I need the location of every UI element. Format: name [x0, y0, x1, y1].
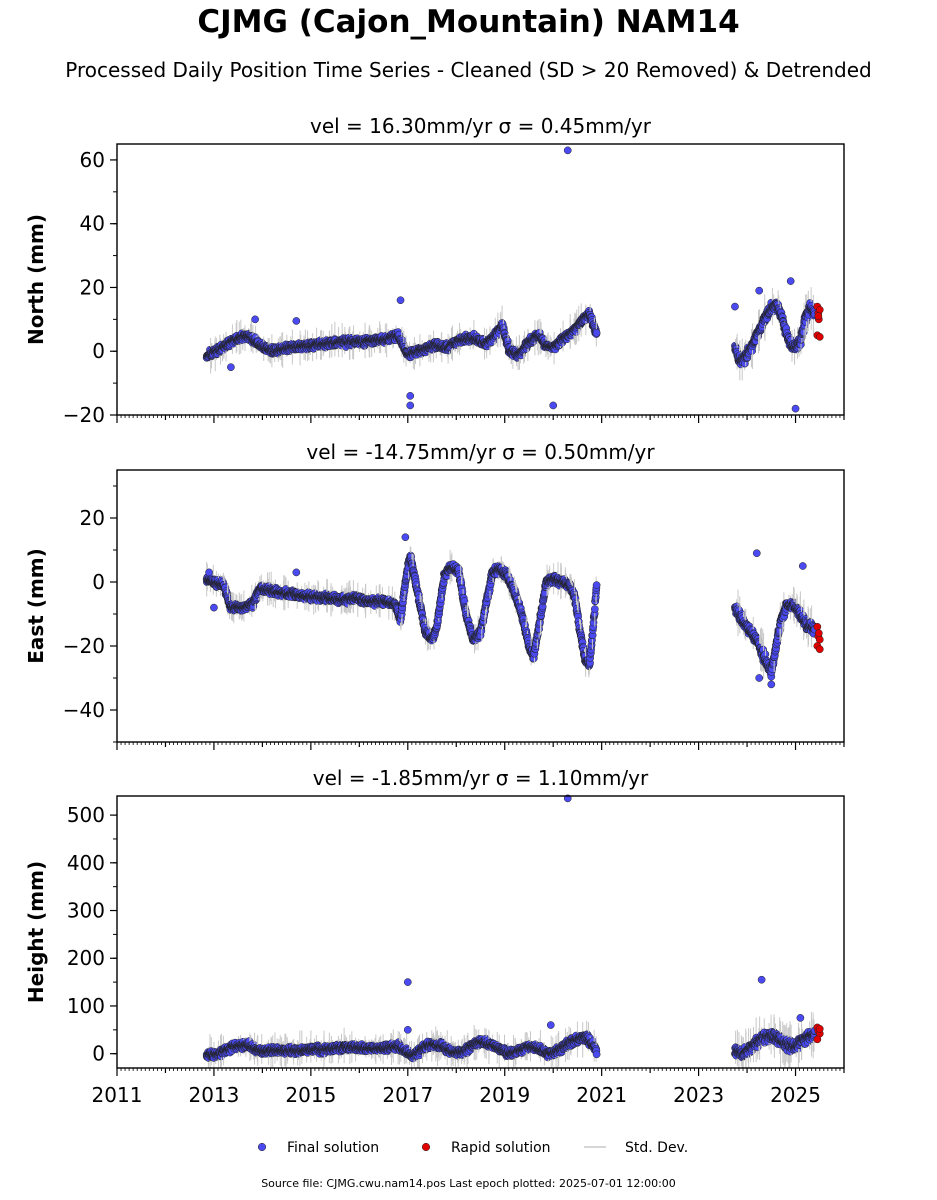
final-solution-point [549, 401, 558, 410]
y-tick-label-1-1: −20 [63, 634, 105, 658]
plot-area-1 [202, 533, 824, 689]
final-solution-point [227, 363, 235, 372]
plot-area-0 [202, 146, 824, 413]
y-tick-label-0-1: 0 [92, 339, 105, 363]
final-solution-point [731, 302, 739, 311]
final-solution-point [592, 581, 601, 589]
y-tick-label-0-3: 40 [80, 212, 105, 236]
final-solution-point [791, 404, 800, 413]
y-axis-label-0: North (mm) [24, 214, 48, 345]
y-tick-label-1-2: 0 [92, 570, 105, 594]
final-solution-point [406, 401, 415, 410]
y-tick-label-0-2: 20 [80, 275, 105, 299]
y-tick-label-0-4: 60 [80, 148, 105, 172]
final-solution-point [590, 605, 599, 613]
y-tick-label-1-0: −40 [63, 698, 105, 722]
final-solution-point [292, 317, 301, 325]
rapid-solution-point [815, 333, 824, 341]
panel-title-1: vel = -14.75mm/yr σ = 0.50mm/yr [306, 440, 655, 464]
final-solution-point [563, 146, 572, 155]
final-solution-point [251, 315, 259, 324]
y-tick-label-1-3: 20 [80, 506, 105, 530]
final-solution-point [755, 286, 764, 295]
rapid-solution-point [815, 305, 824, 314]
figure-subtitle: Processed Daily Position Time Series - C… [65, 58, 872, 82]
final-solution-point [786, 277, 795, 285]
y-tick-label-0-0: −20 [63, 403, 105, 427]
final-solution-point [396, 296, 405, 305]
final-solution-point [406, 392, 415, 400]
final-solution-point [592, 329, 601, 337]
rapid-solution-point [814, 312, 823, 321]
y-axis-label-1: East (mm) [24, 548, 48, 664]
panel-frame-0 [116, 143, 845, 416]
figure-title: CJMG (Cajon_Mountain) NAM14 [197, 4, 740, 40]
panel-title-0: vel = 16.30mm/yr σ = 0.45mm/yr [310, 114, 652, 138]
